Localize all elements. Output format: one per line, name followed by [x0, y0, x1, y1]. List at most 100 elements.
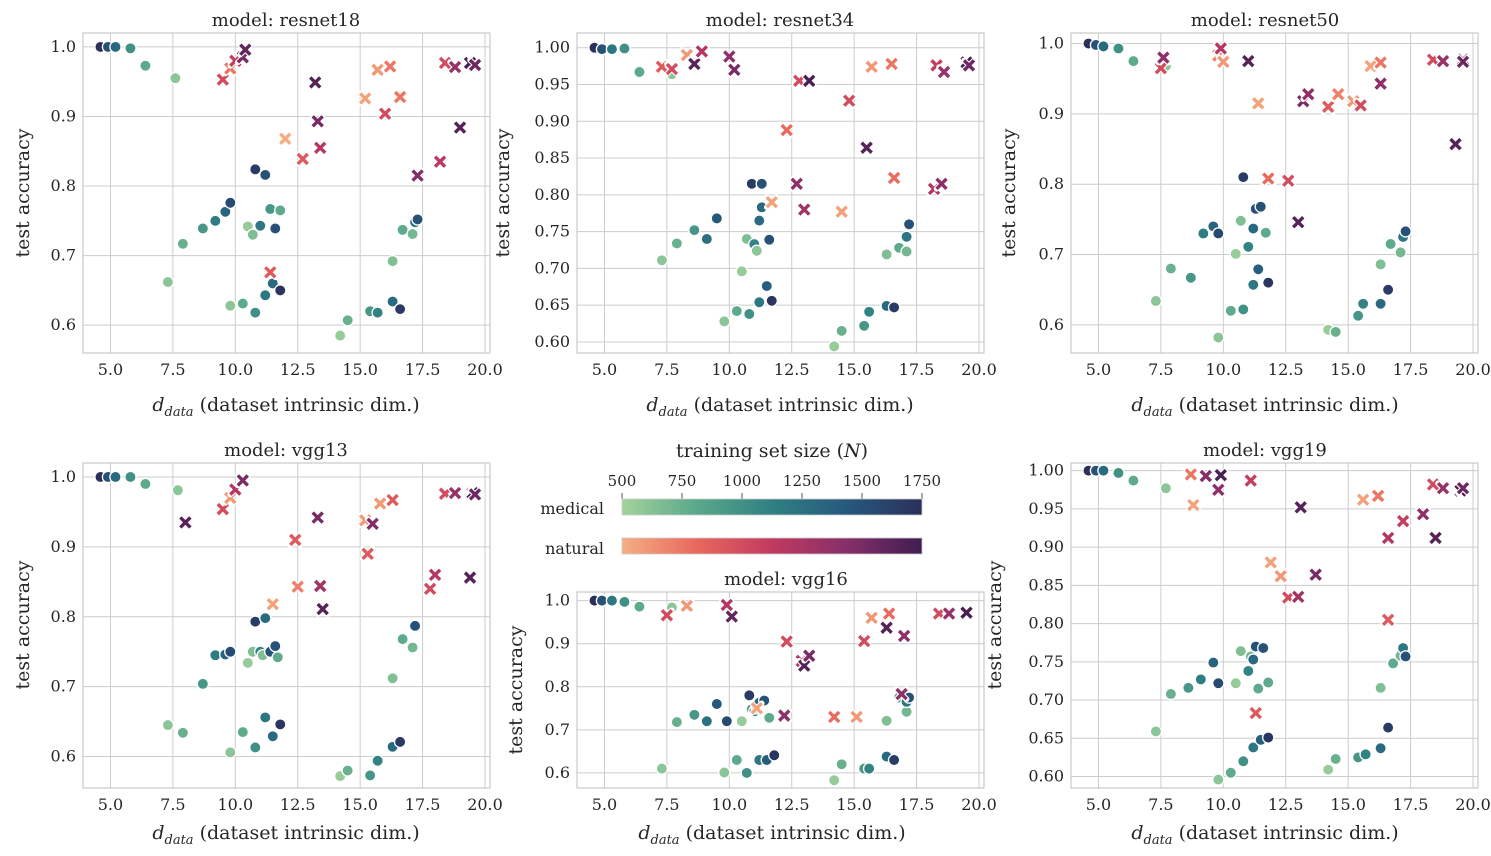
medical-point: [1127, 54, 1140, 68]
natural-point: [314, 601, 331, 617]
natural-point: [724, 608, 740, 625]
y-tick-label: 0.7: [1039, 245, 1064, 264]
medical-point: [1252, 682, 1265, 695]
medical-point: [1394, 246, 1407, 259]
subplot-vgg13: model: vgg13 5.0 7.5 10.0 12.5 15.0 17.5 20.0 …: [12, 440, 503, 848]
natural-point: [447, 485, 463, 501]
natural-point: [941, 605, 957, 622]
medical-point: [109, 470, 122, 484]
x-axis-label: ddata (dataset intrinsic dim.): [646, 394, 913, 420]
medical-point: [1127, 474, 1140, 487]
x-tick-label: 20.0: [1455, 360, 1491, 379]
medical-point: [406, 227, 419, 241]
medical-point: [862, 762, 876, 775]
natural-point: [1290, 214, 1307, 230]
natural-point: [1435, 53, 1451, 69]
medical-point: [161, 275, 175, 289]
medical-point: [835, 758, 848, 771]
medical-point: [1224, 766, 1238, 779]
medical-point: [718, 315, 731, 328]
medical-point: [1229, 247, 1243, 261]
natural-point: [1272, 568, 1289, 584]
x-tick-label: 15.0: [836, 360, 872, 379]
medical-point: [1381, 721, 1395, 734]
medical-point: [176, 726, 190, 740]
medical-point: [1329, 752, 1342, 766]
medical-point: [1356, 297, 1370, 311]
x-tick-label: 12.5: [774, 360, 810, 379]
svg-text:ddata (dataset intrinsic dim.): ddata (dataset intrinsic dim.): [152, 822, 419, 848]
natural-point: [883, 56, 900, 72]
colorbar-row-label-medical: medical: [540, 499, 604, 518]
y-tick-label: 0.60: [534, 332, 570, 351]
subplot-vgg19: model: vgg19 5.0 7.5 10.0 12.5 15.0 17.5 20.0 …: [984, 440, 1491, 848]
plot-frame: [82, 32, 491, 354]
x-tick-label: 20.0: [1455, 795, 1491, 814]
medical-point: [750, 244, 764, 257]
medical-point: [1247, 741, 1260, 754]
natural-point: [863, 59, 880, 75]
natural-point: [858, 139, 875, 156]
x-tick-label: 7.5: [160, 795, 185, 814]
y-tick-label: 0.9: [51, 537, 76, 556]
y-tick-label: 0.60: [1028, 767, 1064, 786]
natural-point: [1320, 99, 1336, 115]
svg-text:ddata (dataset intrinsic dim.): ddata (dataset intrinsic dim.): [152, 394, 419, 420]
plot-frame: [576, 591, 985, 789]
medical-point: [768, 749, 781, 762]
natural-point: [427, 567, 443, 583]
natural-point: [364, 516, 381, 532]
colorbar-tick-label: 500: [608, 472, 637, 490]
x-axis-label: ddata (dataset intrinsic dim.): [638, 822, 905, 848]
natural-point: [881, 605, 897, 622]
natural-point: [679, 597, 695, 614]
natural-point: [1380, 530, 1396, 546]
medical-point: [633, 65, 646, 79]
medical-point: [341, 764, 354, 777]
natural-point: [1355, 491, 1371, 508]
natural-point: [788, 176, 805, 192]
x-tick-label: 7.5: [654, 360, 679, 379]
natural-point: [1250, 95, 1267, 112]
natural-point: [686, 56, 703, 72]
natural-point: [748, 700, 765, 717]
subplot-title: model: resnet18: [212, 10, 361, 31]
medical-point: [1259, 226, 1273, 239]
x-tick-label: 10.0: [218, 795, 254, 814]
medical-point: [1254, 200, 1268, 213]
medical-point: [1237, 303, 1250, 316]
y-tick-label: 0.7: [51, 246, 76, 265]
medical-point: [605, 42, 619, 56]
medical-point: [386, 254, 399, 268]
medical-point: [743, 689, 756, 702]
x-tick-label: 20.0: [961, 795, 997, 814]
natural-point: [377, 105, 393, 122]
medical-point: [333, 329, 347, 342]
medical-point: [827, 340, 841, 353]
x-tick-label: 12.5: [280, 360, 316, 379]
natural-point: [801, 647, 818, 664]
x-tick-label: 10.0: [218, 360, 254, 379]
y-tick-label: 0.8: [1039, 174, 1064, 193]
y-tick-label: 0.85: [534, 148, 570, 167]
x-tick-label: 12.5: [774, 795, 810, 814]
medical-point: [655, 254, 669, 267]
medical-point: [1212, 227, 1225, 240]
medical-point: [1184, 271, 1198, 284]
natural-point: [1290, 589, 1307, 605]
medical-point: [1237, 170, 1250, 184]
y-tick-label: 0.75: [534, 222, 570, 241]
natural-point: [384, 492, 401, 508]
medical-point: [605, 594, 619, 607]
colorbar-medical: [621, 498, 923, 516]
natural-point: [833, 203, 850, 220]
medical-point: [1381, 283, 1395, 296]
medical-point: [902, 218, 916, 231]
natural-point: [826, 709, 842, 725]
medical-point: [688, 223, 701, 237]
medical-point: [1247, 278, 1260, 292]
y-tick-label: 0.85: [1028, 575, 1064, 594]
natural-point: [289, 578, 306, 595]
natural-point: [462, 569, 478, 586]
medical-point: [274, 284, 287, 297]
